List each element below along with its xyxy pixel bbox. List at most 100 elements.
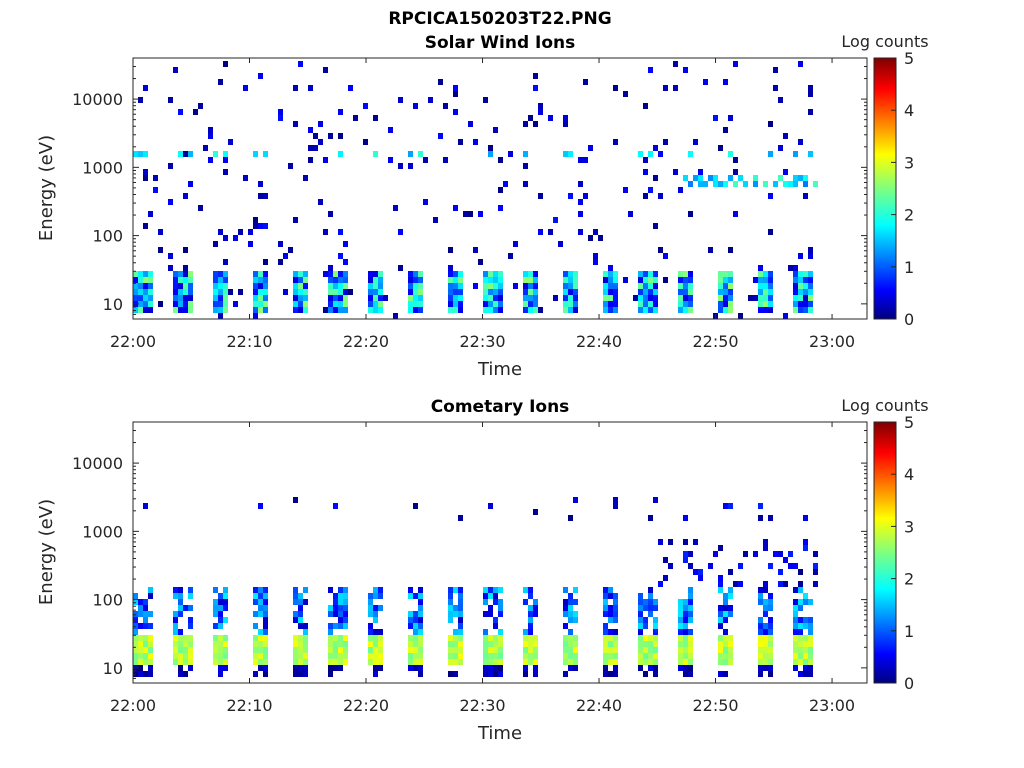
heatmap-cell bbox=[603, 283, 608, 289]
heatmap-cell bbox=[168, 163, 173, 169]
heatmap-cell bbox=[498, 283, 503, 289]
heatmap-cell bbox=[793, 653, 798, 659]
heatmap-cell bbox=[413, 659, 418, 665]
heatmap-cell bbox=[323, 307, 328, 313]
heatmap-cell bbox=[808, 289, 813, 295]
heatmap-cell bbox=[483, 647, 488, 653]
heatmap-cell bbox=[563, 295, 568, 301]
heatmap-cell bbox=[683, 301, 688, 307]
heatmap-cell bbox=[338, 229, 343, 235]
heatmap-cell bbox=[458, 301, 463, 307]
heatmap-cell bbox=[303, 665, 308, 671]
heatmap-cell bbox=[533, 121, 538, 127]
heatmap-cell bbox=[688, 211, 693, 217]
heatmap-cell bbox=[253, 283, 258, 289]
heatmap-cell bbox=[523, 307, 528, 313]
heatmap-cell bbox=[593, 259, 598, 265]
heatmap-cell bbox=[188, 647, 193, 653]
heatmap-cell bbox=[603, 605, 608, 611]
heatmap-cell bbox=[693, 569, 698, 575]
heatmap-cell bbox=[223, 599, 228, 605]
heatmap-cell bbox=[498, 301, 503, 307]
heatmap-cell bbox=[668, 563, 673, 569]
heatmap-cell bbox=[343, 241, 348, 247]
heatmap-cell bbox=[343, 635, 348, 641]
heatmap-cell bbox=[683, 605, 688, 611]
heatmap-cell bbox=[408, 289, 413, 295]
heatmap-cell bbox=[758, 271, 763, 277]
heatmap-cell bbox=[528, 635, 533, 641]
heatmap-cell bbox=[528, 289, 533, 295]
heatmap-cell bbox=[788, 563, 793, 569]
heatmap-cell bbox=[568, 599, 573, 605]
heatmap-cell bbox=[328, 307, 333, 313]
heatmap-cell bbox=[178, 665, 183, 671]
heatmap-cell bbox=[578, 181, 583, 187]
heatmap-cell bbox=[303, 599, 308, 605]
heatmap-cell bbox=[448, 647, 453, 653]
heatmap-cell bbox=[728, 283, 733, 289]
heatmap-cell bbox=[263, 295, 268, 301]
heatmap-cell bbox=[803, 665, 808, 671]
heatmap-cell bbox=[353, 115, 358, 121]
heatmap-cell bbox=[698, 175, 703, 181]
heatmap-cell bbox=[173, 271, 178, 277]
heatmap-cell bbox=[523, 653, 528, 659]
heatmap-cell bbox=[453, 205, 458, 211]
heatmap-cell bbox=[278, 241, 283, 247]
heatmap-cell bbox=[603, 611, 608, 617]
heatmap-cell bbox=[213, 271, 218, 277]
heatmap-cell bbox=[303, 289, 308, 295]
heatmap-cell bbox=[498, 289, 503, 295]
heatmap-cell bbox=[498, 205, 503, 211]
heatmap-cell bbox=[533, 295, 538, 301]
heatmap-cell bbox=[758, 307, 763, 313]
heatmap-cell bbox=[493, 635, 498, 641]
heatmap-cell bbox=[223, 235, 228, 241]
heatmap-cell bbox=[803, 671, 808, 677]
heatmap-cell bbox=[213, 277, 218, 283]
heatmap-cell bbox=[298, 671, 303, 677]
heatmap-cell bbox=[293, 217, 298, 223]
y-tick-label: 10 bbox=[103, 295, 123, 314]
heatmap-cell bbox=[578, 211, 583, 217]
heatmap-cell bbox=[603, 289, 608, 295]
heatmap-cell bbox=[328, 647, 333, 653]
heatmap-cell bbox=[768, 121, 773, 127]
heatmap-cell bbox=[333, 599, 338, 605]
heatmap-cell bbox=[798, 641, 803, 647]
heatmap-cell bbox=[218, 599, 223, 605]
heatmap-cell bbox=[533, 665, 538, 671]
heatmap-cell bbox=[263, 283, 268, 289]
heatmap-cell bbox=[413, 647, 418, 653]
heatmap-cell bbox=[718, 575, 723, 581]
heatmap-cell bbox=[638, 611, 643, 617]
heatmap-cell bbox=[803, 289, 808, 295]
heatmap-cell bbox=[138, 151, 143, 157]
heatmap-cell bbox=[658, 151, 663, 157]
heatmap-cell bbox=[373, 593, 378, 599]
heatmap-cell bbox=[783, 313, 788, 319]
heatmap-cell bbox=[143, 605, 148, 611]
heatmap-cell bbox=[488, 277, 493, 283]
heatmap-cell bbox=[303, 283, 308, 289]
heatmap-cell bbox=[368, 599, 373, 605]
heatmap-cell bbox=[528, 283, 533, 289]
heatmap-cell bbox=[528, 611, 533, 617]
heatmap-cell bbox=[608, 587, 613, 593]
heatmap-cell bbox=[378, 289, 383, 295]
heatmap-cell bbox=[718, 301, 723, 307]
heatmap-cell bbox=[278, 109, 283, 115]
heatmap-cell bbox=[713, 551, 718, 557]
heatmap-cell bbox=[448, 653, 453, 659]
heatmap-cell bbox=[138, 271, 143, 277]
heatmap-cell bbox=[768, 289, 773, 295]
heatmap-cell bbox=[688, 289, 693, 295]
heatmap-cell bbox=[483, 611, 488, 617]
heatmap-cell bbox=[173, 295, 178, 301]
heatmap-cell bbox=[653, 665, 658, 671]
heatmap-cell bbox=[253, 295, 258, 301]
heatmap-cell bbox=[458, 139, 463, 145]
heatmap-cell bbox=[448, 271, 453, 277]
